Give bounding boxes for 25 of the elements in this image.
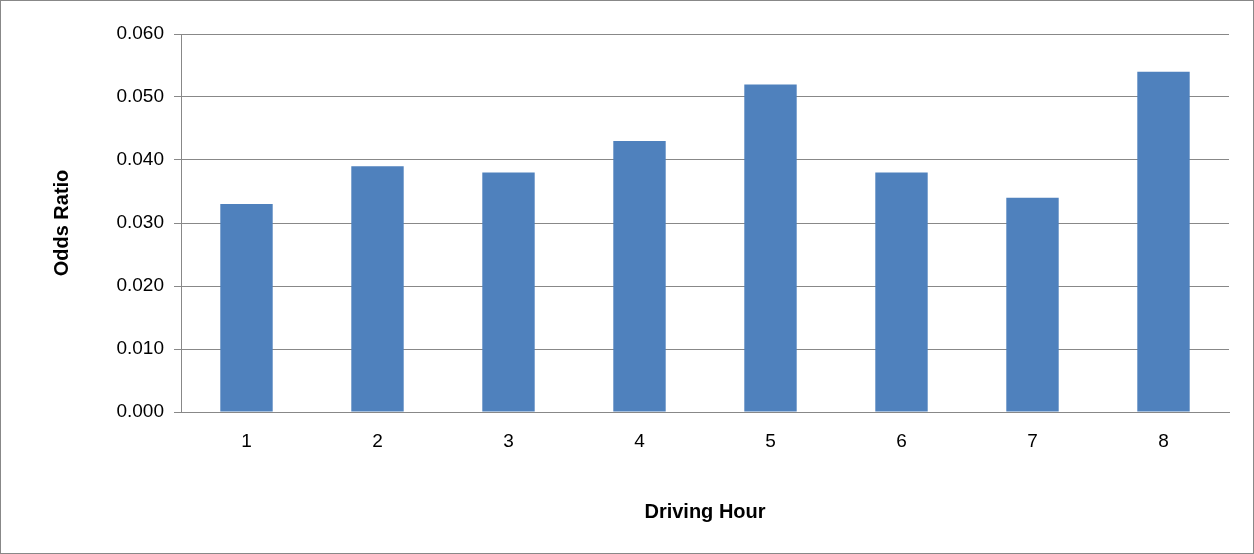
y-axis-title: Odds Ratio: [49, 169, 72, 277]
y-tick-label: 0.020: [116, 274, 164, 296]
x-tick-label: 8: [1158, 429, 1169, 451]
y-tick-label: 0.050: [116, 85, 164, 107]
x-tick-label: 5: [765, 429, 776, 451]
x-tick-label: 1: [241, 429, 252, 451]
bar: [875, 172, 928, 412]
y-tick-label: 0.010: [116, 337, 164, 359]
bar: [613, 141, 666, 412]
bar: [482, 172, 535, 412]
x-tick-label: 2: [372, 429, 383, 451]
bar: [351, 166, 404, 412]
x-tick-label: 3: [503, 429, 514, 451]
x-axis-title: Driving Hour: [644, 499, 766, 522]
bar: [220, 204, 273, 412]
y-tick-label: 0.000: [116, 400, 164, 422]
bar: [1006, 197, 1059, 412]
x-tick-label: 7: [1027, 429, 1038, 451]
bar: [1137, 71, 1190, 412]
x-tick-label: 6: [896, 429, 907, 451]
y-tick-label: 0.060: [116, 22, 164, 44]
bar: [744, 84, 797, 412]
x-tick-label: 4: [634, 429, 646, 451]
y-tick-label: 0.040: [116, 148, 164, 170]
y-tick-label: 0.030: [116, 211, 164, 233]
